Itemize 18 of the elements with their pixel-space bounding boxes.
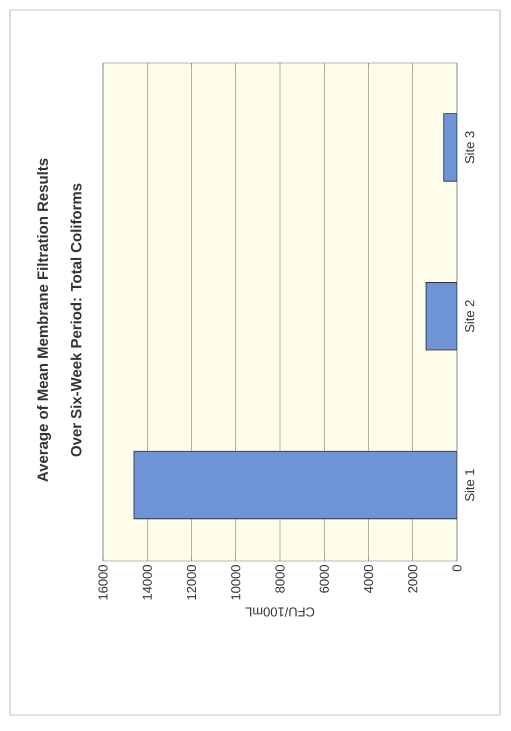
x-tick-label: 12000 [186, 565, 196, 600]
x-tick-label: 4000 [364, 565, 374, 594]
bar [134, 450, 457, 520]
y-tick-label: Site 3 [464, 131, 474, 164]
x-tick-label: 10000 [231, 565, 240, 600]
x-tick-label: 2000 [408, 565, 418, 593]
text: Average of Mean Membrane Filtration Results [37, 158, 52, 482]
y-tick-label: Site 2 [464, 300, 474, 332]
x-tick-label: 8000 [275, 565, 285, 593]
bar [444, 114, 457, 182]
x-axis-title: CFU/100mL [246, 607, 314, 617]
x-tick-label: 16000 [98, 565, 108, 600]
text: Over Six-Week Period: Total Coliforms [70, 184, 82, 456]
x-tick-label: 0 [452, 565, 462, 572]
bar [426, 282, 457, 350]
x-tick-label: 6000 [320, 565, 329, 593]
x-tick-label: 14000 [142, 565, 152, 600]
y-tick-label: Site 1 [464, 469, 474, 502]
